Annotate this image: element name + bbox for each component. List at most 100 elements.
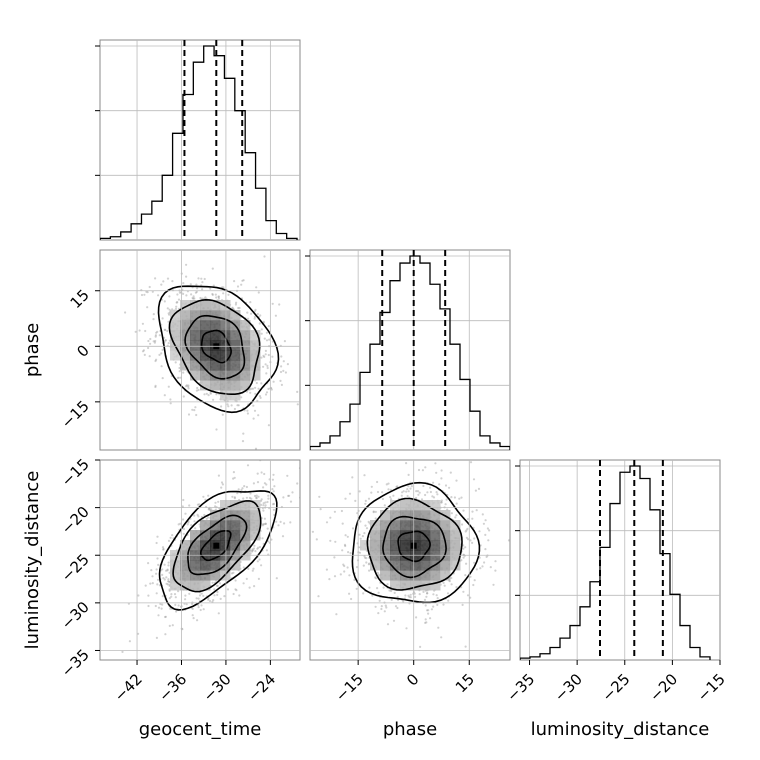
scatter-point (409, 593, 412, 596)
density-cell (410, 510, 421, 521)
scatter-point (355, 566, 359, 569)
scatter-point (267, 540, 270, 543)
scatter-point (215, 428, 218, 431)
scatter-point (272, 508, 275, 511)
scatter-point (211, 581, 214, 584)
scatter-point (214, 293, 217, 296)
density-cell (240, 320, 251, 331)
scatter-point (461, 523, 464, 526)
scatter-point (407, 473, 410, 476)
density-cell (210, 330, 221, 341)
scatter-point (395, 485, 398, 488)
scatter-point (142, 349, 145, 352)
scatter-point (213, 588, 216, 591)
x-tick-label: −30 (200, 670, 235, 705)
scatter-point (380, 605, 383, 608)
scatter-point (176, 293, 179, 296)
scatter-point (167, 580, 170, 583)
density-cell (220, 340, 231, 351)
scatter-point (426, 491, 429, 494)
scatter-point (233, 407, 236, 411)
density-cell (170, 310, 181, 321)
scatter-point (241, 440, 245, 443)
density-cell (250, 370, 261, 381)
scatter-point (367, 520, 370, 524)
scatter-point (208, 599, 212, 603)
scatter-point (266, 527, 269, 530)
scatter-point (341, 549, 344, 552)
density-cell (230, 500, 241, 511)
density-cell (210, 380, 221, 391)
scatter-point (167, 342, 170, 345)
x-tick-label: −15 (694, 670, 729, 705)
scatter-point (458, 497, 461, 500)
scatter-point (272, 473, 275, 476)
scatter-point (288, 494, 291, 497)
scatter-point (407, 485, 410, 488)
scatter-point (492, 583, 495, 586)
scatter-point (486, 527, 489, 530)
scatter-point (471, 541, 474, 545)
scatter-point (232, 571, 235, 574)
scatter-point (271, 488, 274, 491)
scatter-point (489, 566, 492, 569)
scatter-point (341, 522, 344, 525)
scatter-point (241, 279, 244, 282)
scatter-point (282, 369, 285, 372)
scatter-point (257, 577, 260, 581)
scatter-point (343, 564, 346, 568)
density-cell (210, 560, 221, 571)
scatter-point (484, 519, 487, 522)
scatter-point (284, 371, 287, 374)
contour-line (382, 515, 447, 579)
scatter-point (270, 538, 273, 541)
scatter-point (162, 280, 165, 283)
scatter-point (256, 547, 259, 550)
scatter-point (344, 544, 347, 548)
histogram-steps (310, 255, 510, 450)
histogram-steps (520, 465, 711, 660)
scatter-point (258, 545, 262, 549)
scatter-point (424, 457, 426, 459)
scatter-point (242, 497, 245, 500)
scatter-point (267, 497, 270, 500)
scatter-point (487, 539, 490, 542)
scatter-point (176, 376, 179, 379)
scatter-point (144, 584, 147, 587)
scatter-point (267, 424, 270, 427)
scatter-point (203, 277, 206, 281)
scatter-point (471, 517, 474, 520)
density-cell (180, 350, 191, 361)
density-cell (450, 530, 461, 541)
density-cell (440, 570, 451, 581)
scatter-point (370, 491, 373, 494)
scatter-point (494, 560, 497, 563)
scatter-point (211, 600, 214, 604)
scatter-point (238, 594, 241, 597)
density-cell (410, 520, 421, 531)
scatter-point (415, 616, 418, 619)
density-cell (250, 340, 261, 351)
scatter-point (199, 608, 202, 612)
scatter-point (347, 551, 350, 554)
scatter-point (240, 396, 243, 399)
density-cell (230, 340, 241, 351)
scatter-point (149, 337, 152, 341)
scatter-point (260, 332, 263, 335)
scatter-point (272, 503, 275, 506)
scatter-point (308, 572, 310, 574)
density-cell (220, 350, 231, 361)
scatter-point (197, 515, 200, 518)
scatter-point (210, 508, 213, 511)
scatter-point (182, 371, 185, 374)
scatter-point (169, 398, 172, 401)
scatter-point (370, 485, 373, 488)
scatter-point (230, 404, 233, 407)
density-cell (200, 520, 211, 531)
x-tick-label: −25 (598, 670, 633, 705)
scatter-point (464, 645, 467, 648)
scatter-point (450, 583, 453, 586)
scatter-point (156, 578, 160, 581)
scatter-point (274, 314, 277, 317)
density-cell (220, 540, 231, 551)
